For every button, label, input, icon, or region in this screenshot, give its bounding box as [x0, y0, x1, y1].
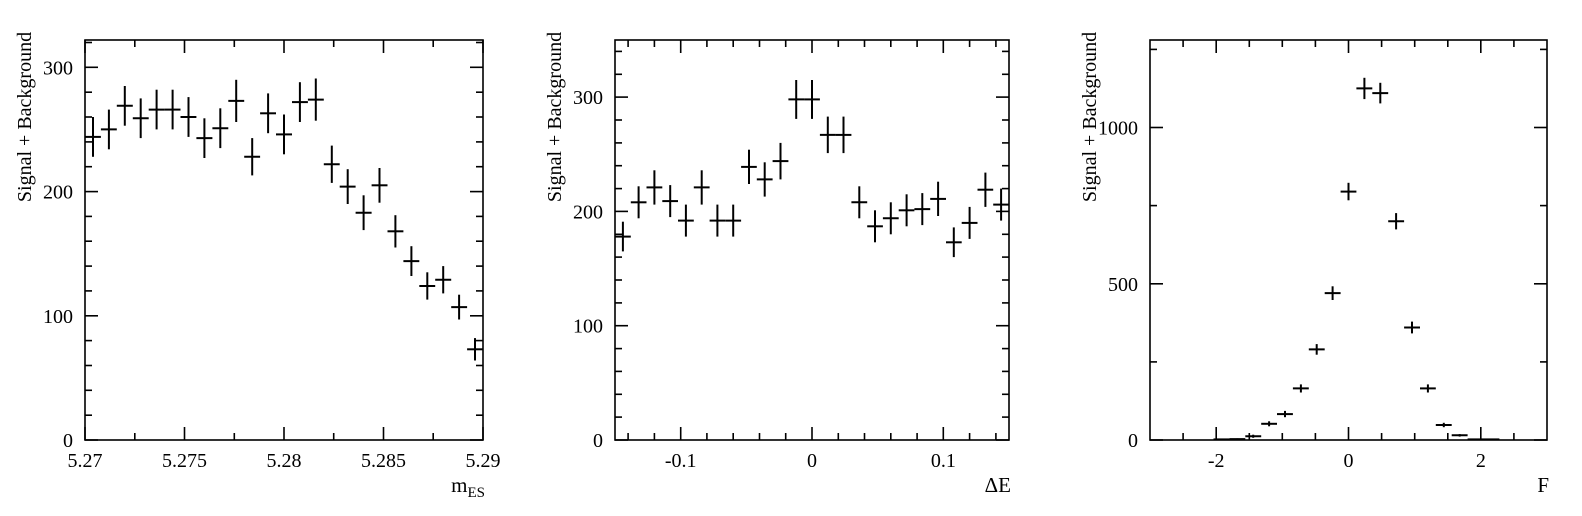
x-tick-label: 5.29	[466, 450, 501, 472]
x-tick-label: 5.275	[162, 450, 207, 472]
y-tick-label: 0	[1128, 430, 1138, 452]
x-tick-label: 5.27	[68, 450, 103, 472]
y-tick-label: 0	[63, 430, 73, 452]
x-tick-label: -2	[1208, 450, 1225, 472]
x-tick-label: 0.1	[931, 450, 956, 472]
y-axis-title: Signal + Background	[1079, 32, 1101, 202]
y-tick-label: 100	[43, 306, 73, 328]
panel-deltae: -0.1 0 0.1 0 100 200 300 Signal + Background ΔE	[544, 32, 1011, 497]
y-axis-title: Signal + Background	[14, 32, 36, 202]
y-tick-label: 500	[1108, 274, 1138, 296]
y-tick-label: 200	[573, 201, 603, 223]
y-tick-label: 200	[43, 182, 73, 204]
x-tick-label: -0.1	[665, 450, 697, 472]
x-tick-label: 2	[1476, 450, 1486, 472]
y-axis-title: Signal + Background	[544, 32, 566, 202]
plot-frame	[1149, 39, 1548, 441]
x-axis-title: F	[1537, 473, 1549, 497]
plot-frame	[84, 39, 484, 441]
x-axis-title: ΔE	[985, 473, 1011, 497]
x-tick-label: 0	[1344, 450, 1354, 472]
y-tick-label: 100	[573, 316, 603, 338]
y-tick-label: 1000	[1098, 118, 1138, 140]
x-tick-label: 5.28	[267, 450, 302, 472]
x-axis-title: mES	[451, 473, 485, 501]
panel-mes: 5.27 5.275 5.28 5.285 5.29 0 100 200 300 Signal +…	[14, 32, 501, 501]
x-tick-label: 0	[807, 450, 817, 472]
y-tick-label: 0	[593, 430, 603, 452]
y-tick-label: 300	[43, 57, 73, 79]
y-tick-label: 300	[573, 87, 603, 109]
x-tick-label: 5.285	[361, 450, 406, 472]
